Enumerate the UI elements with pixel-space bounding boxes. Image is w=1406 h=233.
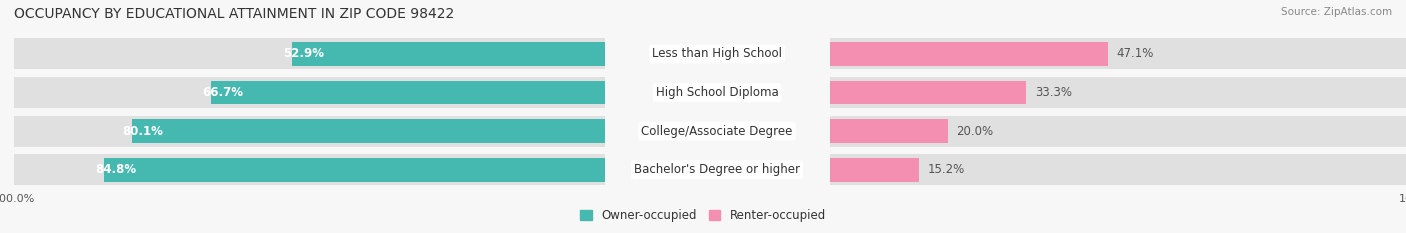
Text: 15.2%: 15.2% bbox=[928, 163, 966, 176]
Bar bbox=[104, 158, 605, 182]
Bar bbox=[14, 154, 605, 185]
Bar bbox=[830, 42, 1108, 66]
Text: 20.0%: 20.0% bbox=[956, 125, 994, 138]
Text: High School Diploma: High School Diploma bbox=[655, 86, 779, 99]
Text: 66.7%: 66.7% bbox=[202, 86, 243, 99]
Legend: Owner-occupied, Renter-occupied: Owner-occupied, Renter-occupied bbox=[575, 205, 831, 227]
Bar bbox=[830, 119, 948, 143]
Text: OCCUPANCY BY EDUCATIONAL ATTAINMENT IN ZIP CODE 98422: OCCUPANCY BY EDUCATIONAL ATTAINMENT IN Z… bbox=[14, 7, 454, 21]
Bar bbox=[14, 38, 605, 69]
Text: Less than High School: Less than High School bbox=[652, 47, 782, 60]
Bar bbox=[292, 42, 605, 66]
Bar bbox=[830, 81, 1026, 104]
Text: Bachelor's Degree or higher: Bachelor's Degree or higher bbox=[634, 163, 800, 176]
Text: 52.9%: 52.9% bbox=[284, 47, 325, 60]
Text: College/Associate Degree: College/Associate Degree bbox=[641, 125, 793, 138]
Bar bbox=[14, 116, 605, 147]
Text: 80.1%: 80.1% bbox=[122, 125, 163, 138]
Bar bbox=[830, 116, 1406, 147]
Bar bbox=[211, 81, 605, 104]
Text: 84.8%: 84.8% bbox=[96, 163, 136, 176]
Text: Source: ZipAtlas.com: Source: ZipAtlas.com bbox=[1281, 7, 1392, 17]
Text: 33.3%: 33.3% bbox=[1035, 86, 1071, 99]
Bar bbox=[830, 154, 1406, 185]
Bar bbox=[830, 158, 920, 182]
Bar bbox=[830, 38, 1406, 69]
Bar bbox=[132, 119, 605, 143]
Bar bbox=[830, 77, 1406, 108]
Text: 47.1%: 47.1% bbox=[1116, 47, 1154, 60]
Bar bbox=[14, 77, 605, 108]
